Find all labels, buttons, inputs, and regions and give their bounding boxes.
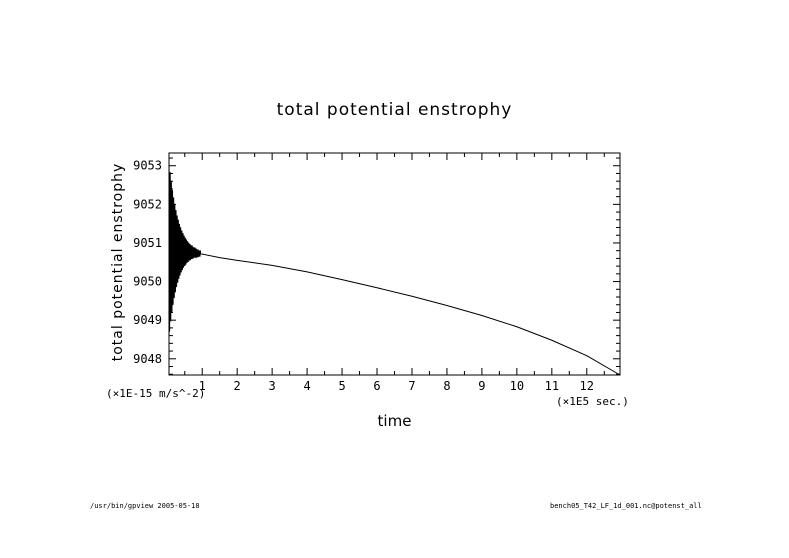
series-line (168, 159, 621, 376)
chart-title: total potential enstrophy (276, 100, 513, 120)
y-tick-label: 9051 (133, 236, 162, 250)
x-axis-label: time (377, 412, 412, 430)
y-tick-label: 9050 (133, 275, 162, 289)
footer-left-text: /usr/bin/gpview 2005-05-18 (90, 502, 200, 510)
x-tick-label: 10 (510, 379, 524, 393)
x-tick-label: 8 (443, 379, 450, 393)
x-tick-label: 9 (478, 379, 485, 393)
x-tick-label: 7 (408, 379, 415, 393)
y-tick-label: 9052 (133, 197, 162, 211)
x-tick-label: 1 (199, 379, 206, 393)
x-tick-label: 12 (580, 379, 594, 393)
footer-right-text: bench05_T42_LF_1d_001.nc@potenst_all (550, 502, 702, 510)
y-axis-units: (×1E-15 m/s^-2) (106, 387, 206, 400)
plot-frame (168, 152, 621, 376)
x-tick-label: 5 (338, 379, 345, 393)
x-tick-label: 3 (269, 379, 276, 393)
y-tick-label: 9048 (133, 352, 162, 366)
x-tick-label: 11 (545, 379, 559, 393)
y-tick-label: 9049 (133, 313, 162, 327)
x-tick-label: 4 (303, 379, 310, 393)
x-tick-label: 2 (234, 379, 241, 393)
x-axis-units: (×1E5 sec.) (556, 395, 629, 408)
x-tick-label: 6 (373, 379, 380, 393)
y-tick-label: 9053 (133, 159, 162, 173)
